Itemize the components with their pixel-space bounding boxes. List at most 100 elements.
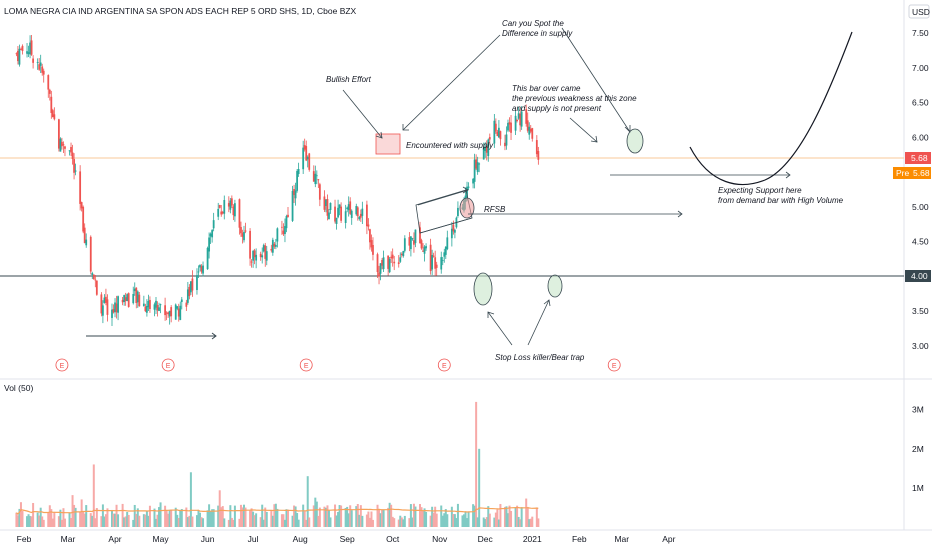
- projected-path-curve[interactable]: [689, 31, 853, 186]
- spot-arrow-left-head: [402, 124, 409, 131]
- candle-body: [189, 281, 192, 293]
- candle-body: [112, 309, 115, 313]
- volume-bar: [344, 507, 347, 527]
- candle-body: [516, 119, 519, 121]
- candle-body: [211, 230, 214, 238]
- candle-body: [265, 251, 268, 261]
- time-tick-label: Jun: [201, 534, 215, 544]
- earnings-marker[interactable]: [607, 358, 621, 372]
- support-price-value: 4.00: [911, 271, 928, 281]
- volume-bar: [482, 517, 485, 527]
- candle-body: [423, 246, 426, 254]
- candle-body: [85, 239, 88, 246]
- difference-circle[interactable]: [626, 128, 644, 154]
- volume-bar: [83, 513, 86, 527]
- candle-body: [252, 250, 255, 261]
- candle-body: [325, 199, 327, 206]
- drawing-annotations[interactable]: [86, 27, 853, 346]
- earnings-marker[interactable]: [161, 358, 175, 372]
- candle-body: [308, 153, 311, 170]
- candle-body: [218, 204, 221, 208]
- volume-bar: [391, 516, 394, 527]
- volume-bar: [323, 506, 326, 527]
- candle-body: [117, 296, 119, 313]
- candle-body: [217, 208, 220, 217]
- candle-body: [200, 266, 203, 272]
- volume-bar: [302, 504, 305, 527]
- earnings-marker[interactable]: [299, 358, 313, 372]
- candle-body: [305, 146, 308, 161]
- candle-body: [317, 179, 320, 181]
- candle-body: [271, 239, 274, 253]
- rfsb-circle[interactable]: [459, 197, 475, 219]
- candle-body: [142, 303, 145, 307]
- volume-bar: [444, 509, 447, 527]
- volume-bar: [390, 504, 393, 527]
- volume-bar: [334, 504, 337, 527]
- bear-trap-circle-1[interactable]: [473, 272, 493, 306]
- volume-bar: [402, 519, 405, 527]
- candle-body: [315, 175, 318, 177]
- candle-body: [206, 247, 209, 270]
- candle-body: [100, 294, 103, 314]
- time-axis[interactable]: Feb Mar Apr May Jun Jul Aug Sep Oct Nov Dec 2021 Feb…: [17, 534, 676, 544]
- candle-body: [482, 147, 485, 160]
- supply-box[interactable]: [375, 133, 401, 155]
- price-axis[interactable]: 7.507.006.506.005.505.004.504.003.503.00: [912, 28, 929, 351]
- candle-body: [255, 254, 258, 261]
- time-tick-label: Apr: [108, 534, 121, 544]
- candle-body: [249, 230, 251, 259]
- candle-body: [284, 226, 286, 235]
- volume-bar: [452, 514, 455, 527]
- volume-bar: [68, 512, 71, 527]
- annotation-encountered-supply: Encountered with supply: [406, 141, 494, 150]
- candle-body: [450, 228, 453, 239]
- volume-bar: [370, 511, 373, 527]
- volume-bar: [472, 504, 475, 527]
- candle-body: [32, 58, 35, 63]
- volume-bar: [371, 519, 374, 527]
- earnings-marker[interactable]: [437, 358, 451, 372]
- volume-bar: [200, 517, 203, 527]
- volume-bar: [174, 507, 177, 527]
- annotation-spot-1: Can you Spot the: [502, 19, 564, 28]
- volume-bar: [233, 505, 236, 527]
- volume-bar: [434, 506, 437, 527]
- candle-body: [71, 152, 74, 160]
- candle-body: [126, 294, 129, 302]
- volume-bar: [114, 513, 117, 527]
- bear-trap-circle-2[interactable]: [547, 274, 563, 298]
- candle-body: [186, 289, 189, 303]
- candle-body: [208, 237, 211, 252]
- volume-bar: [239, 504, 242, 527]
- volume-bar: [270, 511, 273, 527]
- earnings-marker-label: E: [60, 363, 65, 370]
- volume-bar: [138, 515, 141, 527]
- candle-body: [27, 52, 30, 55]
- volume-bar: [42, 519, 45, 527]
- volume-bar: [463, 514, 465, 527]
- volume-bar: [441, 515, 444, 527]
- candle-body: [466, 186, 468, 198]
- candle-body: [197, 271, 200, 273]
- candle-body: [185, 302, 188, 307]
- volume-bar: [283, 519, 286, 527]
- candle-body: [115, 303, 118, 313]
- candle-body: [221, 211, 224, 214]
- volume-bar: [494, 512, 497, 527]
- candle-body: [497, 127, 500, 138]
- candle-body: [369, 229, 371, 243]
- volume-bar: [314, 497, 317, 527]
- candle-body: [94, 279, 97, 281]
- currency-badge[interactable]: [908, 4, 930, 19]
- volume-bar: [446, 514, 449, 527]
- candle-body: [409, 236, 412, 250]
- earnings-marker[interactable]: [55, 358, 69, 372]
- candle-body: [230, 198, 233, 206]
- candle-body: [59, 138, 62, 152]
- candle-body: [291, 191, 294, 221]
- candle-body: [51, 110, 54, 118]
- candle-body: [149, 299, 151, 310]
- candle-body: [505, 134, 508, 146]
